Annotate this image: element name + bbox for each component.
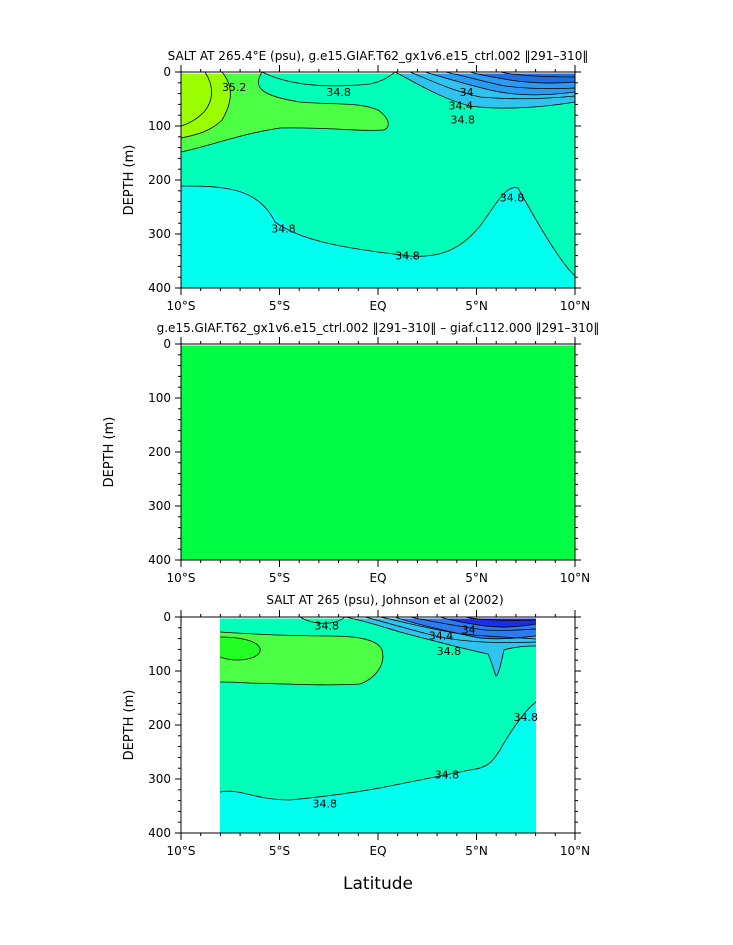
contour-label: 34.4	[448, 99, 473, 112]
field-fresh-deep	[440, 617, 536, 628]
contour-label: 34.8	[395, 250, 420, 263]
contour-33-6	[464, 617, 537, 621]
contour-34-0	[469, 72, 575, 84]
y-tick-label: 300	[148, 499, 171, 513]
panel-2-title: g.e15.GIAF.T62_gx1v6.e15_ctrl.002 ‖291–3…	[157, 321, 600, 335]
y-axis-label: DEPTH (m)	[122, 690, 137, 761]
x-tick-label: 5°N	[465, 571, 488, 585]
salinity-field	[181, 72, 575, 288]
x-tick-label: EQ	[369, 571, 386, 585]
contour-label: 34.8	[450, 114, 475, 127]
panel-model-salinity: SALT AT 265.4°E (psu), g.e15.GIAF.T62_gx…	[122, 49, 590, 313]
difference-field	[181, 344, 575, 560]
contour-label: 35.2	[222, 81, 247, 94]
x-tick-label: 10°S	[167, 844, 196, 858]
field-green-bright	[220, 637, 261, 660]
x-tick-label: EQ	[369, 299, 386, 313]
x-tick-label: 5°S	[269, 299, 290, 313]
y-tick-label: 300	[148, 772, 171, 786]
panel-1-title: SALT AT 265.4°E (psu), g.e15.GIAF.T62_gx…	[168, 49, 589, 63]
contour-label: 34	[462, 623, 476, 636]
panel-3-title: SALT AT 265 (psu), Johnson et al (2002)	[266, 593, 503, 607]
x-axis: 10°S 5°S EQ 5°N 10°N	[167, 610, 590, 858]
contour-34-6	[409, 72, 575, 100]
x-tick-label: 10°N	[560, 571, 590, 585]
contour-label: 34.8	[271, 223, 296, 236]
y-tick-label: 0	[163, 610, 171, 624]
y-tick-label: 100	[148, 391, 171, 405]
contour-34-2	[444, 72, 575, 89]
contour-label: 34.8	[435, 769, 460, 782]
y-axis: 0 100 200 300 400	[148, 65, 581, 295]
contour-34-0	[409, 617, 537, 631]
y-axis: 0 100 200 300 400	[148, 610, 581, 840]
x-tick-label: 5°N	[465, 844, 488, 858]
contour-34-8-top	[261, 72, 396, 87]
contour-label: 34.4	[429, 629, 454, 642]
contour-33-8	[499, 72, 575, 78]
x-tick-label: 10°N	[560, 299, 590, 313]
contour-34-2	[394, 617, 537, 640]
contour-label: 34.8	[514, 711, 539, 724]
contour-lines	[181, 72, 575, 277]
contour-34-6	[364, 617, 537, 643]
y-axis-label: DEPTH (m)	[122, 145, 137, 216]
y-tick-label: 0	[163, 65, 171, 79]
y-tick-label: 300	[148, 227, 171, 241]
contour-35-0	[181, 72, 213, 127]
field-green-core	[220, 632, 383, 685]
field-white-gap	[181, 72, 575, 74]
y-tick-label: 400	[148, 553, 171, 567]
contour-label: 34.8	[437, 645, 462, 658]
contour-label: 34.8	[315, 620, 340, 633]
y-tick-label: 100	[148, 664, 171, 678]
x-tick-label: 5°S	[269, 571, 290, 585]
panel-difference: g.e15.GIAF.T62_gx1v6.e15_ctrl.002 ‖291–3…	[102, 321, 599, 585]
field-white-gap	[181, 344, 575, 346]
x-tick-label: 10°S	[167, 571, 196, 585]
y-tick-label: 200	[148, 445, 171, 459]
contour-34-8-upper	[344, 617, 537, 677]
x-axis-title: Latitude	[343, 874, 413, 894]
contour-label: 34.8	[313, 797, 338, 810]
x-tick-label: 5°N	[465, 299, 488, 313]
field-lime-core	[181, 72, 231, 138]
x-axis: 10°S 5°S EQ 5°N 10°N	[167, 337, 590, 585]
contour-34-9-core	[219, 631, 384, 686]
panel-observed-salinity: SALT AT 265 (psu), Johnson et al (2002)	[122, 593, 590, 858]
x-axis: 10°S 5°S EQ 5°N 10°N	[167, 65, 590, 313]
y-tick-label: 100	[148, 119, 171, 133]
contour-label: 34.8	[326, 86, 351, 99]
y-tick-label: 400	[148, 826, 171, 840]
field-fresh-deep	[470, 72, 575, 84]
x-tick-label: 5°S	[269, 844, 290, 858]
contour-lines	[219, 617, 537, 801]
contour-label: 34.8	[500, 191, 525, 204]
contour-34-8-upper	[181, 72, 389, 153]
x-tick-label: 10°N	[560, 844, 590, 858]
contour-34-8-fresh	[394, 72, 575, 109]
y-tick-label: 400	[148, 281, 171, 295]
y-axis: 0 100 200 300 400	[148, 337, 581, 567]
y-axis-label: DEPTH (m)	[102, 417, 117, 488]
x-tick-label: EQ	[369, 844, 386, 858]
contour-33-8	[439, 617, 537, 628]
field-white-gap	[181, 617, 575, 619]
y-tick-label: 200	[148, 173, 171, 187]
contour-35-0-core	[219, 636, 261, 661]
contour-34-4	[424, 72, 575, 96]
contour-34-8-deep	[219, 701, 537, 801]
contour-34-8-deep	[181, 185, 575, 277]
y-tick-label: 200	[148, 718, 171, 732]
contour-35-2	[181, 72, 231, 139]
y-tick-label: 0	[163, 337, 171, 351]
contour-label: 34	[460, 86, 474, 99]
x-tick-label: 10°S	[167, 299, 196, 313]
salinity-field	[181, 617, 575, 833]
contour-34-8-top	[299, 617, 346, 624]
field-green-core	[181, 72, 389, 152]
